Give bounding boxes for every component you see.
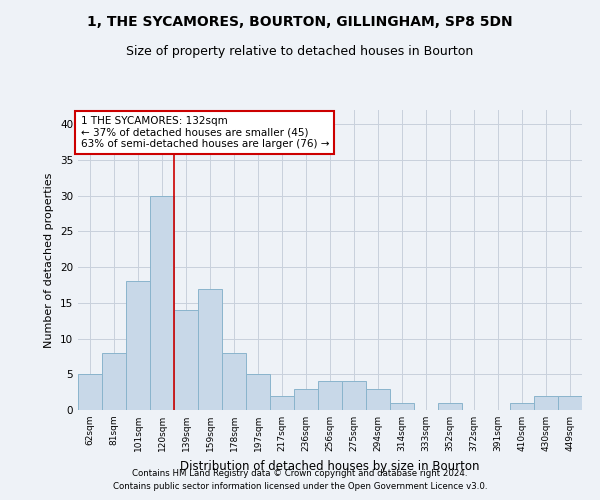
Bar	[558, 396, 582, 410]
Text: 1, THE SYCAMORES, BOURTON, GILLINGHAM, SP8 5DN: 1, THE SYCAMORES, BOURTON, GILLINGHAM, S…	[87, 15, 513, 29]
Y-axis label: Number of detached properties: Number of detached properties	[44, 172, 55, 348]
Bar	[102, 353, 126, 410]
Bar	[246, 374, 270, 410]
Text: Size of property relative to detached houses in Bourton: Size of property relative to detached ho…	[127, 45, 473, 58]
Bar	[174, 310, 198, 410]
Bar	[222, 353, 246, 410]
Text: Contains public sector information licensed under the Open Government Licence v3: Contains public sector information licen…	[113, 482, 487, 491]
Bar	[198, 288, 222, 410]
Bar	[366, 388, 390, 410]
Bar	[294, 388, 318, 410]
Text: Contains HM Land Registry data © Crown copyright and database right 2024.: Contains HM Land Registry data © Crown c…	[132, 468, 468, 477]
Bar	[126, 282, 150, 410]
X-axis label: Distribution of detached houses by size in Bourton: Distribution of detached houses by size …	[180, 460, 480, 472]
Bar	[270, 396, 294, 410]
Bar	[150, 196, 174, 410]
Bar	[438, 403, 462, 410]
Text: 1 THE SYCAMORES: 132sqm
← 37% of detached houses are smaller (45)
63% of semi-de: 1 THE SYCAMORES: 132sqm ← 37% of detache…	[80, 116, 329, 149]
Bar	[510, 403, 534, 410]
Bar	[534, 396, 558, 410]
Bar	[78, 374, 102, 410]
Bar	[342, 382, 366, 410]
Bar	[318, 382, 342, 410]
Bar	[390, 403, 414, 410]
